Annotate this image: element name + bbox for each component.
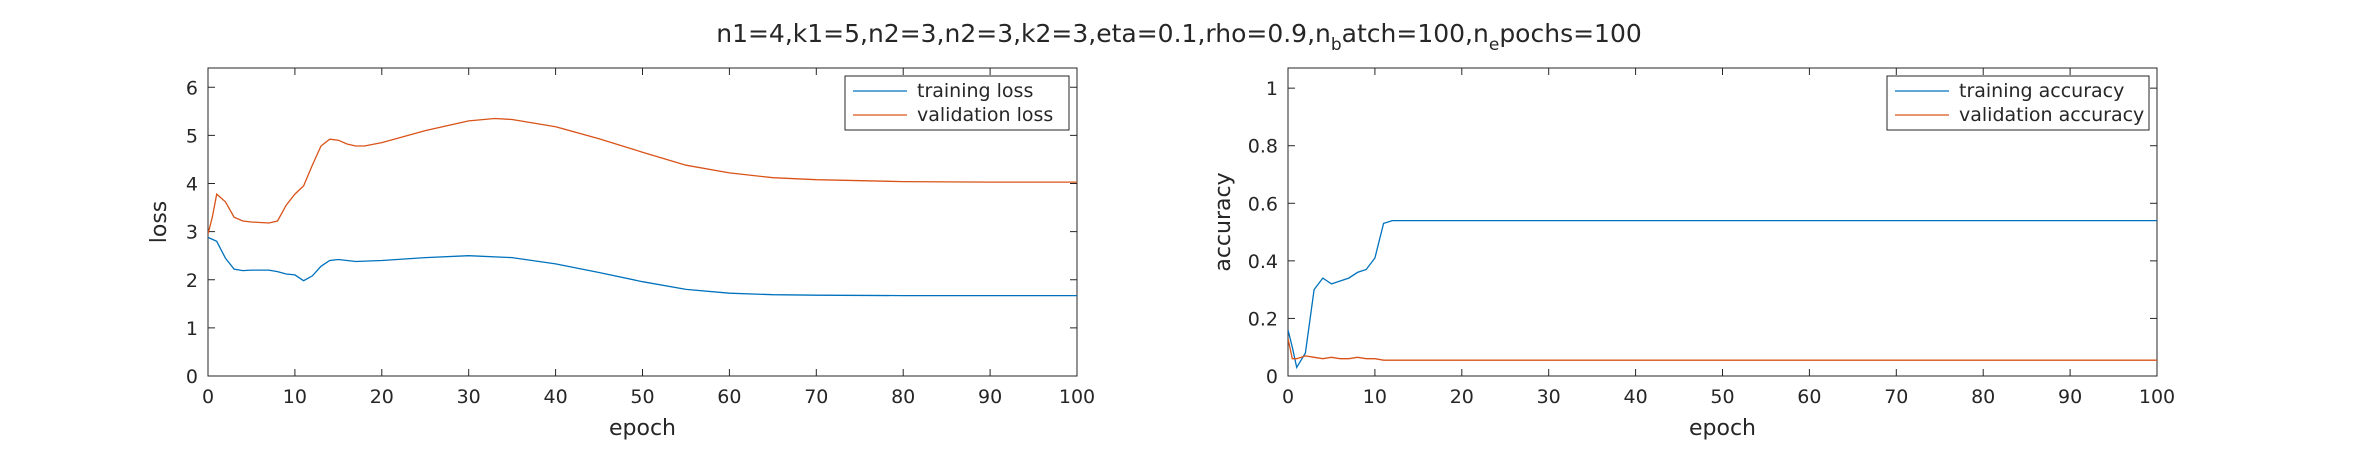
- x-tick-label: 0: [202, 386, 214, 408]
- y-tick-label: 0.4: [1248, 251, 1278, 273]
- x-tick-label: 50: [630, 386, 654, 408]
- x-tick-label: 10: [1363, 386, 1387, 408]
- y-tick-label: 6: [186, 77, 198, 99]
- x-tick-label: 90: [978, 386, 1002, 408]
- series-line-validation-accuracy: [1288, 338, 2157, 361]
- y-axis-label: loss: [147, 201, 172, 244]
- legend-box: [1886, 75, 2150, 131]
- y-tick-label: 0.6: [1248, 193, 1278, 215]
- y-tick-label: 0: [1266, 366, 1278, 388]
- x-tick-label: 60: [717, 386, 741, 408]
- y-tick-label: 4: [186, 174, 198, 196]
- y-tick-label: 3: [186, 222, 198, 244]
- x-tick-label: 50: [1710, 386, 1734, 408]
- series-line-training-loss: [208, 236, 1077, 297]
- y-axis-label: accuracy: [1211, 172, 1236, 271]
- x-tick-label: 60: [1797, 386, 1821, 408]
- figure-title: n1=4,k1=5,n2=3,n2=3,k2=3,eta=0.1,rho=0.9…: [716, 19, 1642, 55]
- loss-chart: 0 10 20 30 40 50 60 70 80 90 100 0 1 2 3 4 5 6 epoch loss tr…: [147, 67, 1095, 441]
- x-tick-label: 100: [2139, 386, 2175, 408]
- title-segment: n1=4,k1=5,n2=3,n2=3,k2=3,eta=0.1,rho=0.9…: [716, 19, 1331, 48]
- x-tick-label: 90: [2058, 386, 2082, 408]
- x-tick-label: 10: [283, 386, 307, 408]
- y-tick-label: 5: [186, 125, 198, 147]
- y-tick-label: 0.2: [1248, 308, 1278, 330]
- legend-entry: validation accuracy: [1959, 104, 2144, 126]
- series-line-training-accuracy: [1288, 219, 2157, 370]
- accuracy-chart: 0 10 20 30 40 50 60 70 80 90 100 0 0.2 0.4 0.6 0.8 1 epoc…: [1211, 67, 2175, 441]
- x-tick-label: 70: [804, 386, 828, 408]
- x-tick-label: 30: [457, 386, 481, 408]
- x-tick-label: 70: [1884, 386, 1908, 408]
- legend-box: [844, 75, 1070, 131]
- x-tick-label: 40: [1624, 386, 1648, 408]
- y-tick-label: 1: [186, 318, 198, 340]
- x-tick-label: 80: [891, 386, 915, 408]
- series-line-validation-loss: [208, 117, 1077, 235]
- x-axis-label: epoch: [609, 416, 676, 441]
- legend-entry: validation loss: [917, 104, 1053, 126]
- y-tick-label: 2: [186, 270, 198, 292]
- x-tick-label: 20: [370, 386, 394, 408]
- title-segment: atch=100,n: [1342, 19, 1489, 48]
- x-tick-label: 0: [1282, 386, 1294, 408]
- y-tick-label: 0: [186, 366, 198, 388]
- x-tick-label: 80: [1971, 386, 1995, 408]
- y-tick-label: 1: [1266, 78, 1278, 100]
- title-segment: pochs=100: [1499, 19, 1641, 48]
- legend-entry: training accuracy: [1959, 80, 2124, 102]
- x-tick-label: 40: [544, 386, 568, 408]
- title-subscript: e: [1489, 35, 1499, 55]
- title-subscript: b: [1331, 35, 1342, 55]
- x-axis-label: epoch: [1689, 416, 1756, 441]
- legend-entry: training loss: [917, 80, 1033, 102]
- x-tick-label: 100: [1059, 386, 1095, 408]
- x-tick-label: 30: [1537, 386, 1561, 408]
- y-tick-label: 0.8: [1248, 136, 1278, 158]
- x-tick-label: 20: [1450, 386, 1474, 408]
